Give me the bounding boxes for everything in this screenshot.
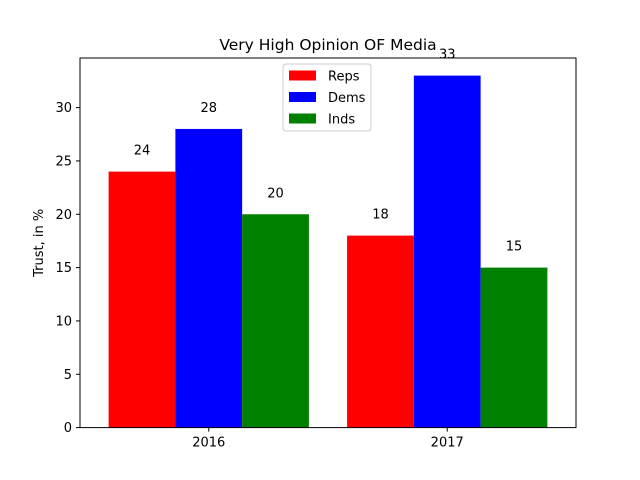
legend-swatch-inds (289, 114, 316, 124)
bar-dems-2017 (414, 76, 481, 428)
bar-value-label: 33 (439, 48, 456, 63)
y-tick-label: 20 (55, 208, 72, 223)
legend-swatch-dems (289, 92, 316, 102)
bar-dems-2016 (175, 129, 242, 428)
legend-swatch-reps (289, 71, 316, 81)
y-tick-label: 30 (55, 101, 72, 116)
legend-label-reps: Reps (328, 70, 360, 85)
chart-title: Very High Opinion OF Media (219, 36, 436, 54)
bar-reps-2017 (347, 236, 414, 428)
bar-value-label: 15 (506, 240, 523, 255)
x-tick-label: 2017 (431, 436, 464, 451)
bar-value-label: 28 (200, 101, 217, 116)
bar-value-label: 18 (372, 208, 389, 223)
y-axis-label: Trust, in % (32, 209, 47, 278)
y-tick-label: 10 (55, 314, 72, 329)
bar-inds-2017 (481, 268, 548, 428)
legend-items: Reps Dems Inds (289, 70, 366, 128)
y-tick-label: 5 (64, 368, 72, 383)
legend: Reps Dems Inds (283, 64, 371, 131)
legend-label-dems: Dems (328, 91, 366, 106)
bar-value-label: 20 (267, 186, 284, 201)
y-tick-label: 25 (55, 154, 72, 169)
bar-value-label: 24 (134, 144, 151, 159)
bar-inds-2016 (242, 214, 309, 427)
y-tick-label: 0 (64, 421, 72, 436)
legend-label-inds: Inds (328, 113, 355, 128)
bar-reps-2016 (109, 172, 176, 428)
x-tick-label: 2016 (192, 436, 225, 451)
y-tick-label: 15 (55, 261, 72, 276)
